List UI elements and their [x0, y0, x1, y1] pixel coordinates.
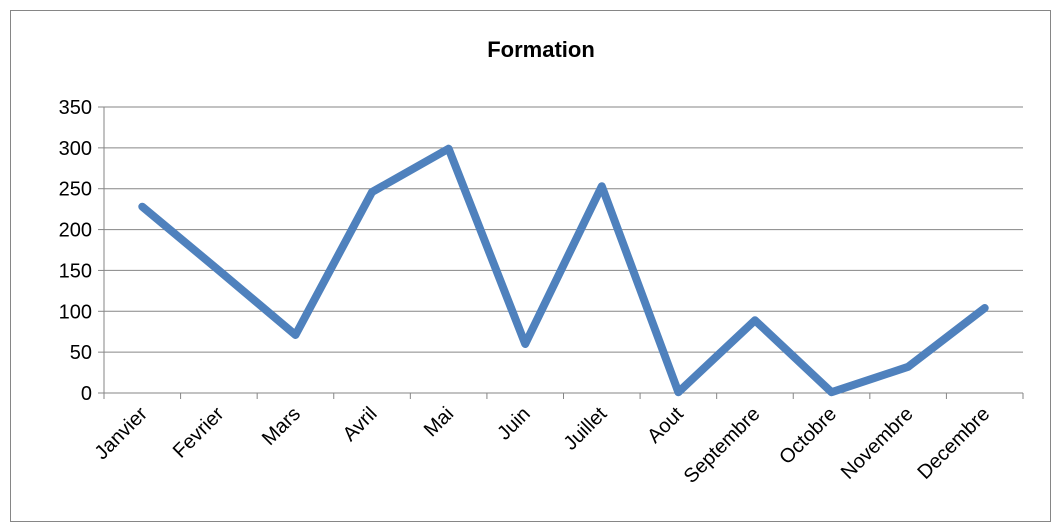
- y-tick-label: 200: [59, 220, 92, 242]
- x-tick-label: Avril: [339, 403, 382, 446]
- x-tick-label: Fevrier: [169, 403, 229, 463]
- chart-title: Formation: [487, 37, 595, 62]
- y-tick-label: 150: [59, 260, 92, 282]
- x-tick-label: Mars: [258, 403, 305, 450]
- x-tick-label: Aout: [643, 403, 688, 448]
- series-group: [138, 144, 989, 397]
- gridlines: [104, 106, 1023, 353]
- series-line-0: [138, 144, 989, 397]
- x-tick-label: Juin: [493, 403, 535, 445]
- x-tick-labels: Janvier Fevrier Mars Avril Mai Juin Juillet Aou…: [91, 403, 995, 488]
- x-tick-label: Juillet: [560, 403, 612, 455]
- y-tick-label: 250: [59, 179, 92, 201]
- x-tick-label: Mai: [420, 403, 458, 441]
- y-tick-label: 350: [59, 97, 92, 119]
- axes: [98, 106, 1024, 399]
- x-tick-label: Septembre: [680, 403, 765, 488]
- chart-frame: [10, 10, 1051, 522]
- x-tick-label: Decembre: [913, 403, 994, 484]
- y-tick-label: 100: [59, 301, 92, 323]
- y-tick-label: 50: [70, 342, 92, 364]
- y-tick-label: 300: [59, 138, 92, 160]
- y-tick-label: 0: [81, 383, 92, 405]
- y-tick-labels: 0 50 100 150 200 250 300 350: [59, 97, 92, 405]
- x-tick-label: Novembre: [837, 403, 918, 484]
- x-tick-label: Janvier: [91, 403, 152, 464]
- x-tick-label: Octobre: [775, 403, 841, 469]
